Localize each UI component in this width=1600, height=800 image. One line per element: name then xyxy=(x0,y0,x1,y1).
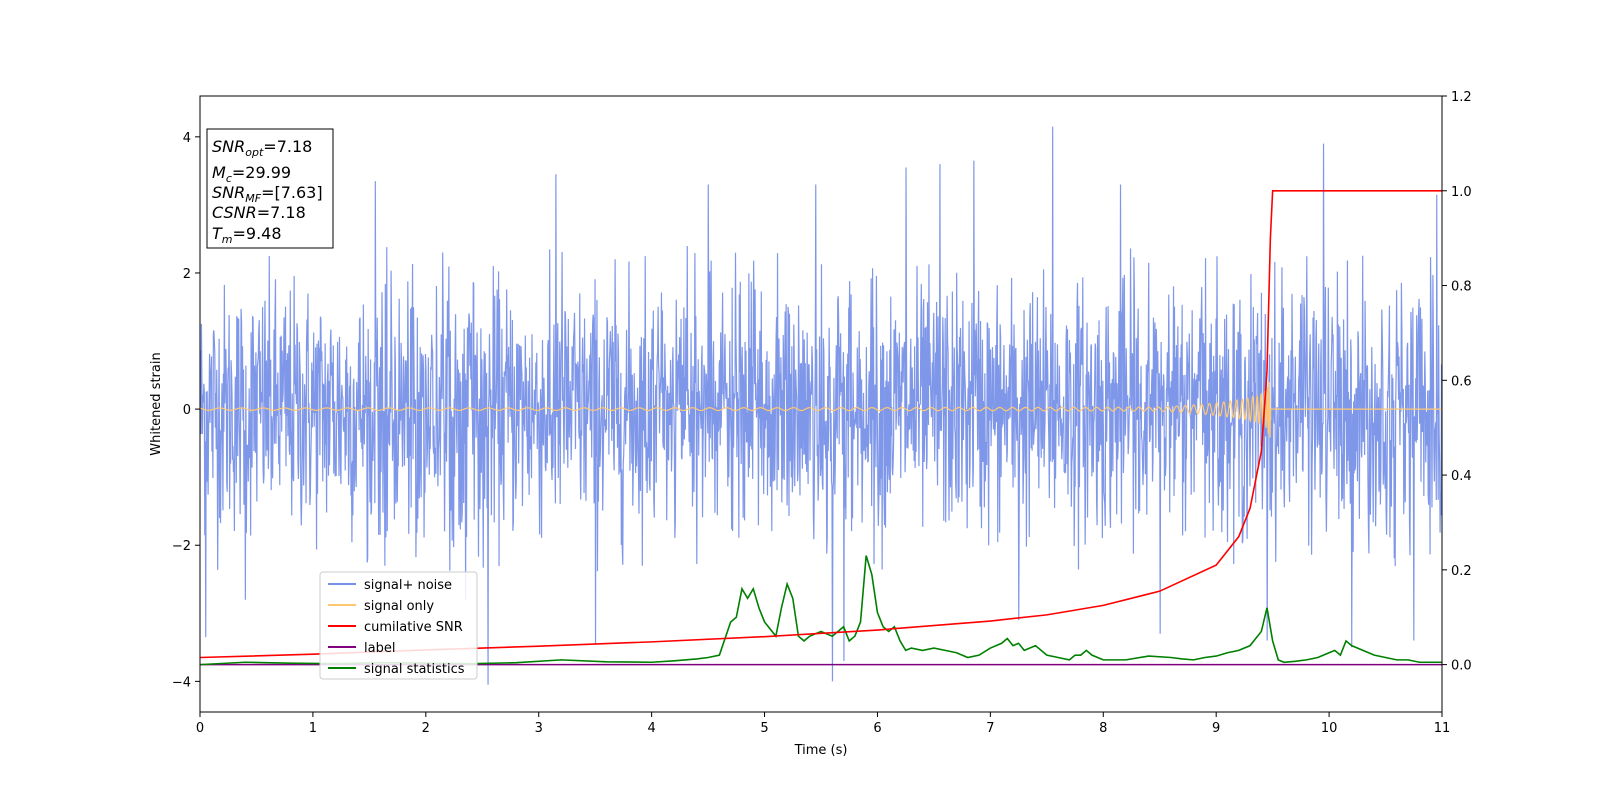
axes-frame xyxy=(199,95,1443,713)
y-tick-label-right: 1.0 xyxy=(1451,185,1472,200)
y-tick-label-left: 2 xyxy=(183,267,191,282)
annotation-box: SNRopt=7.18 Mc=29.99 SNRMF=[7.63] CSNR=7… xyxy=(206,128,334,249)
x-tick-label: 9 xyxy=(1212,721,1220,736)
annotation-csnr: CSNR=7.18 xyxy=(212,203,306,222)
x-tick-label: 1 xyxy=(309,721,317,736)
x-tick-label: 3 xyxy=(535,721,543,736)
x-tick-label: 7 xyxy=(986,721,994,736)
y-axis-label: Whitened strain xyxy=(149,352,164,455)
y-tick-label-left: −2 xyxy=(172,539,191,554)
legend-label-signal-statistics: signal statistics xyxy=(364,662,465,677)
y-tick-label-left: 4 xyxy=(183,131,191,146)
y-tick-label-right: 0.8 xyxy=(1451,280,1472,295)
x-axis-label: Time (s) xyxy=(794,743,848,758)
series-signal-only xyxy=(200,381,1442,438)
annotation-snr-mf: SNRMF=[7.63] xyxy=(212,183,323,205)
x-tick-label: 2 xyxy=(422,721,430,736)
series-signal-statistics xyxy=(200,555,1442,666)
series-cumulative-snr xyxy=(200,189,1442,659)
x-tick-label: 4 xyxy=(647,721,655,736)
y-tick-label-right: 1.2 xyxy=(1451,90,1472,105)
x-tick-label: 0 xyxy=(196,721,204,736)
legend: signal+ noise signal only cumilative SNR… xyxy=(319,571,478,680)
x-tick-label: 10 xyxy=(1321,721,1338,736)
legend-label-signal-noise: signal+ noise xyxy=(364,578,452,593)
series-signal-noise xyxy=(200,126,1442,685)
x-tick-label: 11 xyxy=(1434,721,1451,736)
ticks: 0 1 2 3 4 5 6 7 8 9 10 11 −4 −2 0 2 4 0.0 0.2 0.4 0.6 0.8 1.0 1… xyxy=(172,90,1472,736)
annotation-mc: Mc=29.99 xyxy=(212,163,291,185)
y-tick-label-left: −4 xyxy=(172,675,191,690)
x-tick-label: 6 xyxy=(873,721,881,736)
y-tick-label-right: 0.2 xyxy=(1451,564,1472,579)
y-tick-label-right: 0.0 xyxy=(1451,659,1472,674)
x-tick-label: 5 xyxy=(760,721,768,736)
legend-label-label: label xyxy=(364,641,395,656)
x-tick-label: 8 xyxy=(1099,721,1107,736)
y-tick-label-right: 0.4 xyxy=(1451,469,1472,484)
y-tick-label-right: 0.6 xyxy=(1451,374,1472,389)
legend-label-signal-only: signal only xyxy=(364,599,434,614)
y-tick-label-left: 0 xyxy=(183,403,191,418)
legend-label-cumulative-snr: cumilative SNR xyxy=(364,620,463,635)
annotation-tm: Tm=9.48 xyxy=(212,224,282,246)
annotation-snr-opt: SNRopt=7.18 xyxy=(212,137,312,159)
